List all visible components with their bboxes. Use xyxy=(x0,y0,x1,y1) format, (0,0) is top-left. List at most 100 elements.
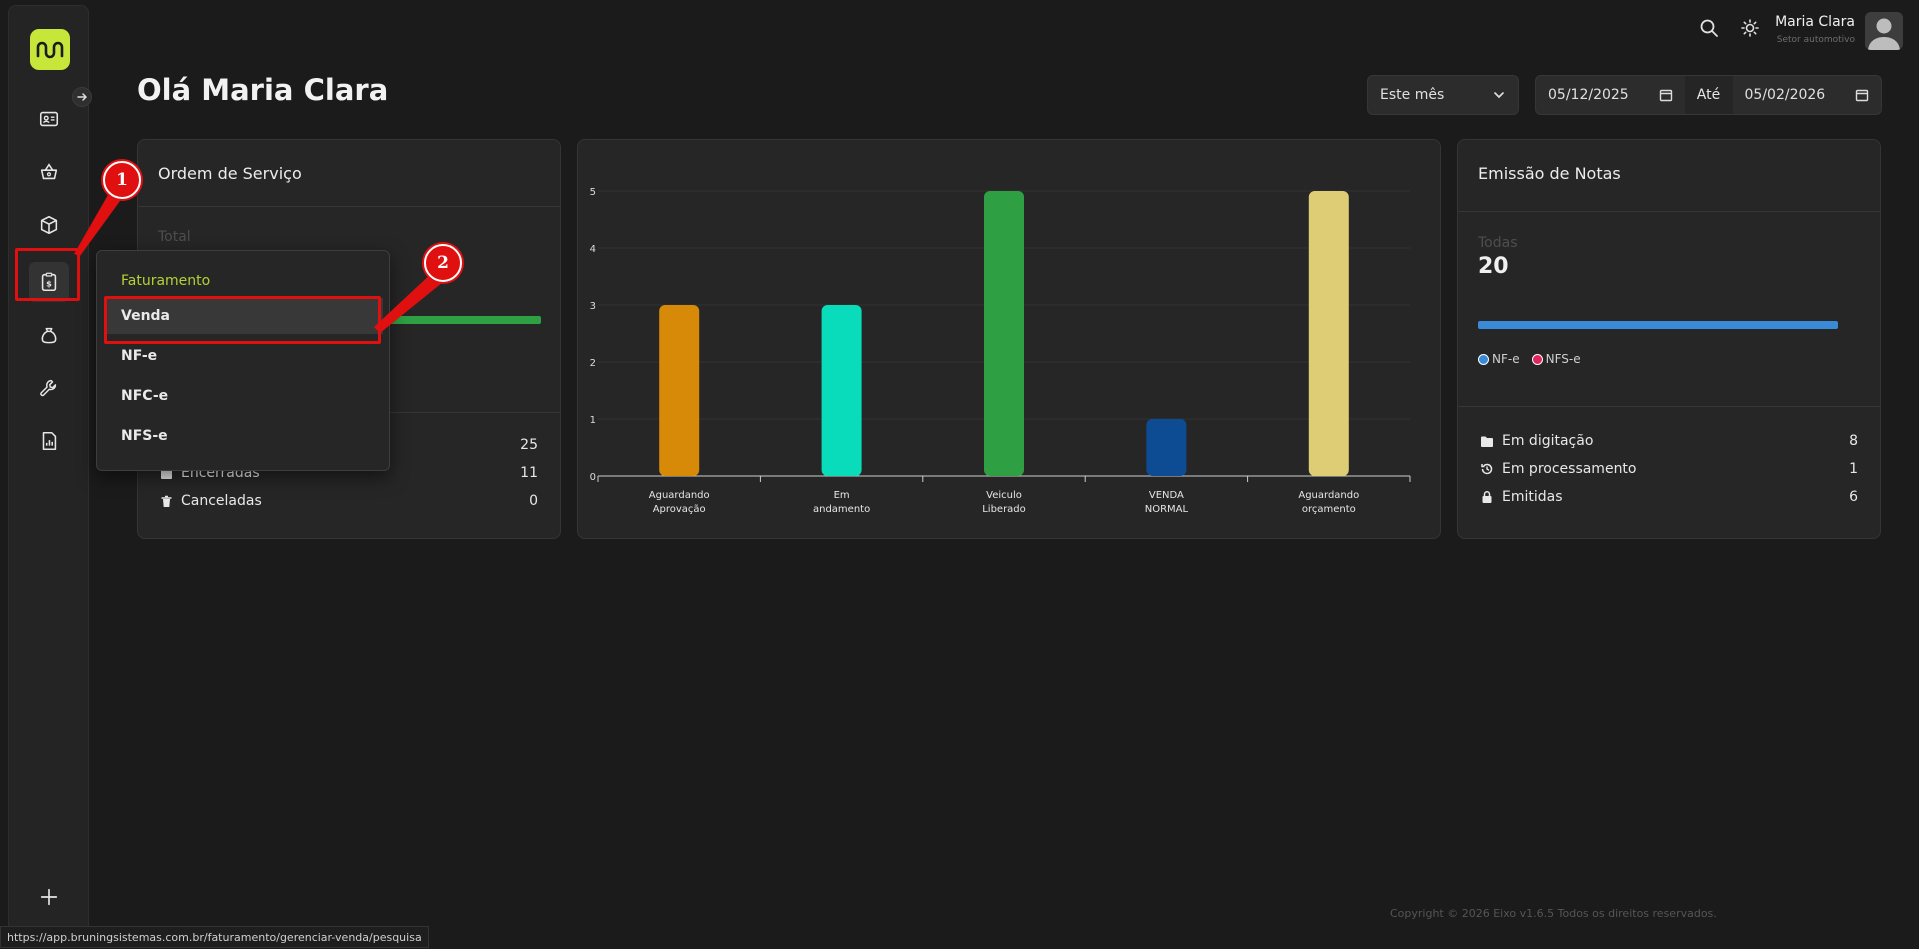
divider xyxy=(1458,406,1880,407)
y-tick-label: 2 xyxy=(590,358,596,369)
emissao-notas-card: Emissão de Notas Todas 20 NF-e NFS-e Em … xyxy=(1457,139,1881,539)
id-card-icon xyxy=(39,111,59,127)
sidebar-item-relatorios[interactable] xyxy=(29,421,69,461)
emissao-row: Em processamento 1 xyxy=(1480,461,1858,477)
y-tick-label: 0 xyxy=(590,472,596,483)
y-tick-label: 1 xyxy=(590,415,596,426)
avatar[interactable] xyxy=(1865,12,1903,50)
sidebar-item-vendas[interactable] xyxy=(29,152,69,192)
chart-bar xyxy=(1308,191,1349,476)
sidebar-add-button[interactable] xyxy=(29,877,69,917)
user-avatar-icon xyxy=(1865,12,1903,50)
ordem-servico-total-label: Total xyxy=(158,229,191,245)
period-select-value: Este mês xyxy=(1380,87,1445,103)
legend-label: NFS-e xyxy=(1545,352,1581,366)
box-icon xyxy=(40,215,58,235)
arrow-right-icon xyxy=(77,93,88,101)
x-tick-label: andamento xyxy=(813,504,870,515)
lock-icon xyxy=(1482,491,1492,503)
divider xyxy=(1458,211,1880,212)
sidebar-item-cadastros[interactable] xyxy=(29,99,69,139)
theme-toggle-button[interactable] xyxy=(1738,16,1762,40)
menu-item-nfse[interactable]: NFS-e xyxy=(121,428,168,444)
user-name[interactable]: Maria Clara xyxy=(1775,14,1855,30)
row-value: 25 xyxy=(520,437,538,453)
row-value: 11 xyxy=(520,465,538,481)
faturamento-menu: Faturamento Venda NF-e NFC-e NFS-e xyxy=(96,250,390,471)
history-icon xyxy=(1481,463,1493,475)
x-tick-label: Liberado xyxy=(982,504,1026,515)
ordem-servico-row: 25 xyxy=(160,437,538,453)
x-tick-label: NORMAL xyxy=(1145,504,1189,515)
chart-bar xyxy=(821,305,862,476)
calendar-icon[interactable] xyxy=(1855,88,1869,102)
search-icon xyxy=(1700,19,1718,37)
annotation-highlight-venda xyxy=(104,296,381,344)
row-label: Canceladas xyxy=(181,493,262,509)
sidebar-item-financeiro[interactable] xyxy=(29,316,69,356)
date-from-value: 05/12/2025 xyxy=(1548,87,1629,103)
emissao-notas-title: Emissão de Notas xyxy=(1478,164,1621,183)
emissao-total-value: 20 xyxy=(1478,254,1509,279)
emissao-legend: NF-e NFS-e xyxy=(1478,352,1593,366)
row-label: Emitidas xyxy=(1502,489,1563,505)
wrench-icon xyxy=(40,379,57,397)
row-value: 6 xyxy=(1849,489,1858,505)
chart-bar xyxy=(659,305,700,476)
sidebar-item-faturamento[interactable]: $ xyxy=(29,262,69,302)
calendar-icon[interactable] xyxy=(1659,88,1673,102)
emissao-progress-bar xyxy=(1478,321,1838,329)
sidebar-item-servicos[interactable] xyxy=(29,368,69,408)
row-value: 0 xyxy=(529,493,538,509)
legend-dot xyxy=(1531,353,1543,365)
row-value: 1 xyxy=(1849,461,1858,477)
period-select[interactable]: Este mês xyxy=(1367,75,1519,115)
date-range-separator: Até xyxy=(1684,76,1733,114)
menu-item-venda[interactable]: Venda xyxy=(105,298,383,334)
sidebar: $ xyxy=(8,5,92,933)
svg-text:$: $ xyxy=(46,279,52,289)
y-tick-label: 4 xyxy=(590,244,596,255)
legend-item-nfe[interactable]: NF-e xyxy=(1478,352,1520,366)
page-title: Olá Maria Clara xyxy=(137,73,389,107)
ordem-servico-title: Ordem de Serviço xyxy=(158,164,302,183)
search-button[interactable] xyxy=(1697,16,1721,40)
sidebar-item-estoque[interactable] xyxy=(29,205,69,245)
x-tick-label: Aguardando xyxy=(649,490,710,501)
user-role: Setor automotivo xyxy=(1776,35,1855,45)
chart-bar xyxy=(1146,419,1187,476)
menu-item-nfce[interactable]: NFC-e xyxy=(121,388,169,404)
plus-icon xyxy=(40,888,58,906)
invoice-icon: $ xyxy=(41,272,57,292)
browser-status-url: https://app.bruningsistemas.com.br/fatur… xyxy=(0,926,429,948)
sidebar-expand-button[interactable] xyxy=(72,87,92,107)
status-bar-chart: 0 1 2 3 4 5 Aguardando Aprovação Em andamento Veic… xyxy=(590,187,1411,515)
annotation-badge-1: 1 xyxy=(103,161,141,199)
row-label: Em processamento xyxy=(1502,461,1637,477)
date-to-value: 05/02/2026 xyxy=(1744,87,1826,103)
date-to-field[interactable]: 05/02/2026 xyxy=(1733,76,1882,114)
row-value: 8 xyxy=(1849,433,1858,449)
emissao-row: Em digitação 8 xyxy=(1480,433,1858,449)
sun-icon xyxy=(1741,19,1759,37)
money-bag-icon xyxy=(41,327,57,344)
menu-header: Faturamento xyxy=(121,273,211,289)
x-tick-label: Veiculo xyxy=(986,490,1022,501)
legend-item-nfse[interactable]: NFS-e xyxy=(1531,352,1581,366)
y-tick-label: 3 xyxy=(590,301,596,312)
emissao-row: Emitidas 6 xyxy=(1480,489,1858,505)
x-tick-label: Aguardando xyxy=(1298,490,1359,501)
menu-item-nfe[interactable]: NF-e xyxy=(121,348,158,364)
y-tick-label: 5 xyxy=(590,187,596,198)
emissao-total-label: Todas xyxy=(1478,235,1518,251)
date-range: 05/12/2025 Até 05/02/2026 xyxy=(1535,75,1882,115)
basket-icon xyxy=(40,163,58,180)
report-icon xyxy=(42,431,57,451)
app-logo[interactable] xyxy=(30,29,70,70)
chart-bar xyxy=(984,191,1024,476)
legend-label: NF-e xyxy=(1492,352,1520,366)
annotation-badge-2: 2 xyxy=(424,244,462,282)
folder-icon xyxy=(1481,436,1493,447)
x-tick-label: Em xyxy=(834,490,850,501)
date-from-field[interactable]: 05/12/2025 xyxy=(1536,76,1685,114)
